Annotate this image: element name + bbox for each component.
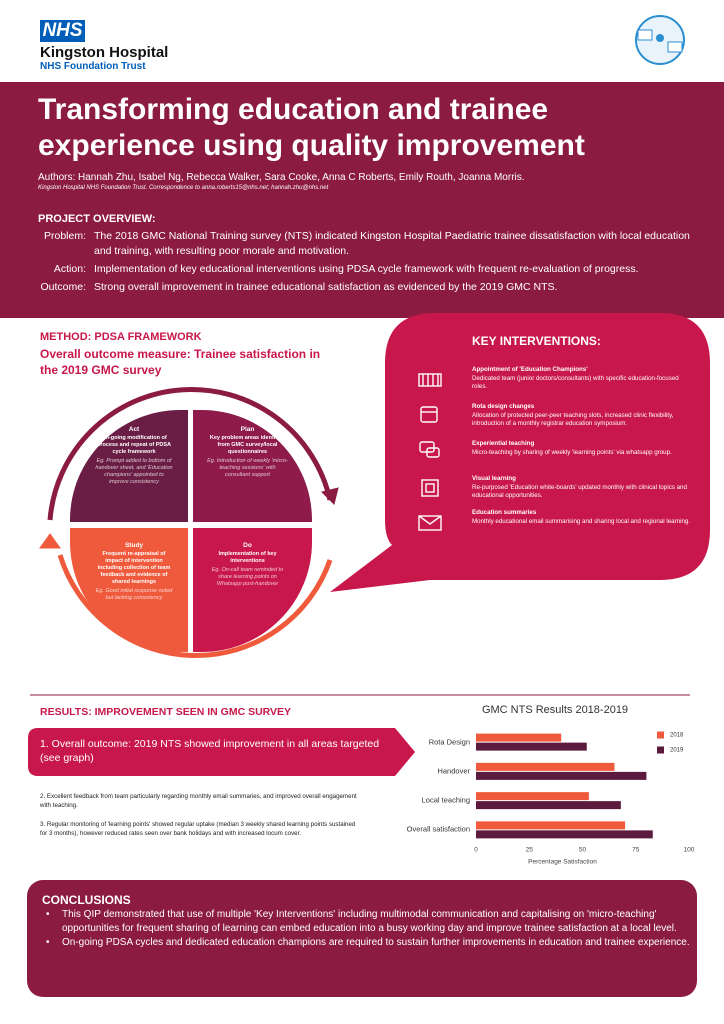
x-tick-label: 100 (684, 847, 695, 854)
x-axis-label: Percentage Satisfaction (528, 859, 597, 866)
bar (476, 792, 589, 801)
conclusion-point: On-going PDSA cycles and dedicated educa… (46, 936, 702, 950)
intervention-title: Education summaries (472, 509, 537, 516)
globe-logo (635, 15, 685, 65)
bar (476, 801, 621, 810)
legend-swatch (657, 746, 664, 754)
legend-label: 2018 (670, 733, 684, 739)
method-heading: METHOD: PDSA FRAMEWORK (40, 331, 202, 343)
intervention-text: Re-purposed 'Education white-boards' upd… (472, 483, 687, 500)
poster-title: Transforming education and trainee exper… (38, 93, 585, 162)
overview-row: Action: Implementation of key educational… (30, 262, 690, 277)
quadrant-title: Plan (240, 426, 255, 433)
intervention-text: Micro-teaching by sharing of weekly 'lea… (472, 448, 672, 456)
quadrant-text: Implementation of key interventions (218, 551, 277, 564)
intervention-icons (418, 373, 442, 531)
authors: Authors: Hannah Zhu, Isabel Ng, Rebecca … (38, 172, 525, 183)
chart: GMC NTS Results 2018-2019 0 25 50 75 100 Perc… (407, 700, 720, 875)
legend-swatch (657, 731, 664, 739)
method-subheading: Overall outcome measure: Trainee satisfa… (40, 347, 321, 377)
intervention-title: Appointment of 'Education Champions' (472, 366, 588, 373)
quadrant-text: Key problem areas identified from GMC su… (209, 435, 286, 455)
bar (476, 821, 626, 830)
x-tick-label: 75 (632, 847, 640, 854)
overview-row: Outcome: Strong overall improvement in tr… (30, 280, 690, 295)
overview-row: Problem: The 2018 GMC National Training s… (30, 229, 690, 259)
quadrant-text: On-going modification of process and rep… (97, 435, 171, 455)
x-tick-label: 0 (474, 847, 478, 854)
results-point: 2. Excellent feedback from team particul… (40, 793, 357, 809)
overview-text: Strong overall improvement in trainee ed… (94, 281, 558, 293)
intervention-text: Allocation of protected peer-peer teachi… (472, 411, 674, 428)
org-name: Kingston Hospital (40, 44, 169, 61)
y-tick-label: Overall satisfaction (406, 824, 470, 834)
interventions-heading: KEY INTERVENTIONS: (472, 334, 601, 348)
intervention: Rota design changes Allocation of protect… (472, 403, 694, 429)
quadrant-example: Eg. Good initial response noted but lack… (95, 588, 173, 601)
bar (476, 771, 647, 780)
conclusions-heading: CONCLUSIONS (42, 893, 131, 907)
intervention-text: Monthly educational email summarising an… (472, 517, 691, 525)
y-tick-label: Rota Design (428, 737, 470, 747)
results-outcome: 1. Overall outcome: 2019 NTS showed impr… (40, 738, 380, 764)
y-tick-label: Handover (437, 766, 470, 776)
intervention-title: Visual learning (472, 475, 516, 482)
quadrant-title: Study (124, 542, 144, 549)
conclusion-point: This QIP demonstrated that use of multip… (46, 908, 702, 936)
intervention: Appointment of 'Education Champions' Dedi… (472, 366, 694, 392)
intervention: Education summaries Monthly educational e… (472, 509, 694, 526)
overview-label: Outcome: (40, 281, 86, 293)
overview-label: Action: (53, 263, 86, 275)
overview-text: Implementation of key educational interv… (94, 263, 639, 275)
overview-text: The 2018 GMC National Training survey (N… (94, 230, 690, 257)
quadrant-example: Eg. Introduction of weekly 'micro-teachi… (207, 458, 288, 478)
nhs-logo: NHS (42, 20, 83, 41)
affiliation: Kingston Hospital NHS Foundation Trust. … (38, 185, 329, 191)
header-band (0, 82, 724, 318)
intervention-title: Rota design changes (472, 403, 535, 410)
overview: Problem: The 2018 GMC National Training s… (30, 229, 690, 295)
results-heading: RESULTS: IMPROVEMENT SEEN IN GMC SURVEY (40, 706, 292, 718)
x-tick-label: 50 (579, 847, 587, 854)
conclusions-list: This QIP demonstrated that use of multip… (46, 908, 702, 950)
intervention-text: Dedicated team (junior doctors/consultan… (472, 374, 679, 391)
bar (476, 733, 562, 742)
chart-plot: 0 25 50 75 100 Percentage Satisfaction 2018 201… (474, 731, 695, 866)
cycle-arrows (39, 387, 339, 659)
bar (476, 742, 587, 751)
results-point: 3. Regular monitoring of 'learning point… (40, 821, 356, 837)
bar (476, 762, 615, 771)
quadrant-text: Frequent re-appraisal of impact of inter… (97, 551, 171, 585)
intervention: Visual learning Re-purposed 'Education wh… (472, 475, 694, 501)
chart-title: GMC NTS Results 2018-2019 (481, 704, 629, 716)
bar (476, 830, 653, 839)
intervention: Experiential teaching Micro-teaching by s… (472, 440, 694, 457)
outcome-arrow (28, 728, 415, 776)
x-tick-label: 25 (526, 847, 534, 854)
quadrant-title: Act (128, 426, 140, 433)
quadrant-example: Eg. On-call team reminded to share learn… (211, 567, 284, 587)
nhs-logo-box (40, 20, 85, 42)
overview-label: Problem: (43, 230, 86, 242)
overview-heading: PROJECT OVERVIEW: (38, 213, 156, 225)
intervention-title: Experiential teaching (472, 440, 535, 447)
quadrant-example: Eg. Prompt added to bottom of handover s… (95, 458, 173, 485)
legend-label: 2019 (670, 748, 684, 754)
interventions-bubble (330, 313, 710, 592)
quadrant-title: Do (243, 542, 252, 549)
y-tick-label: Local teaching (421, 795, 470, 805)
trust-name: NHS Foundation Trust (40, 61, 146, 72)
